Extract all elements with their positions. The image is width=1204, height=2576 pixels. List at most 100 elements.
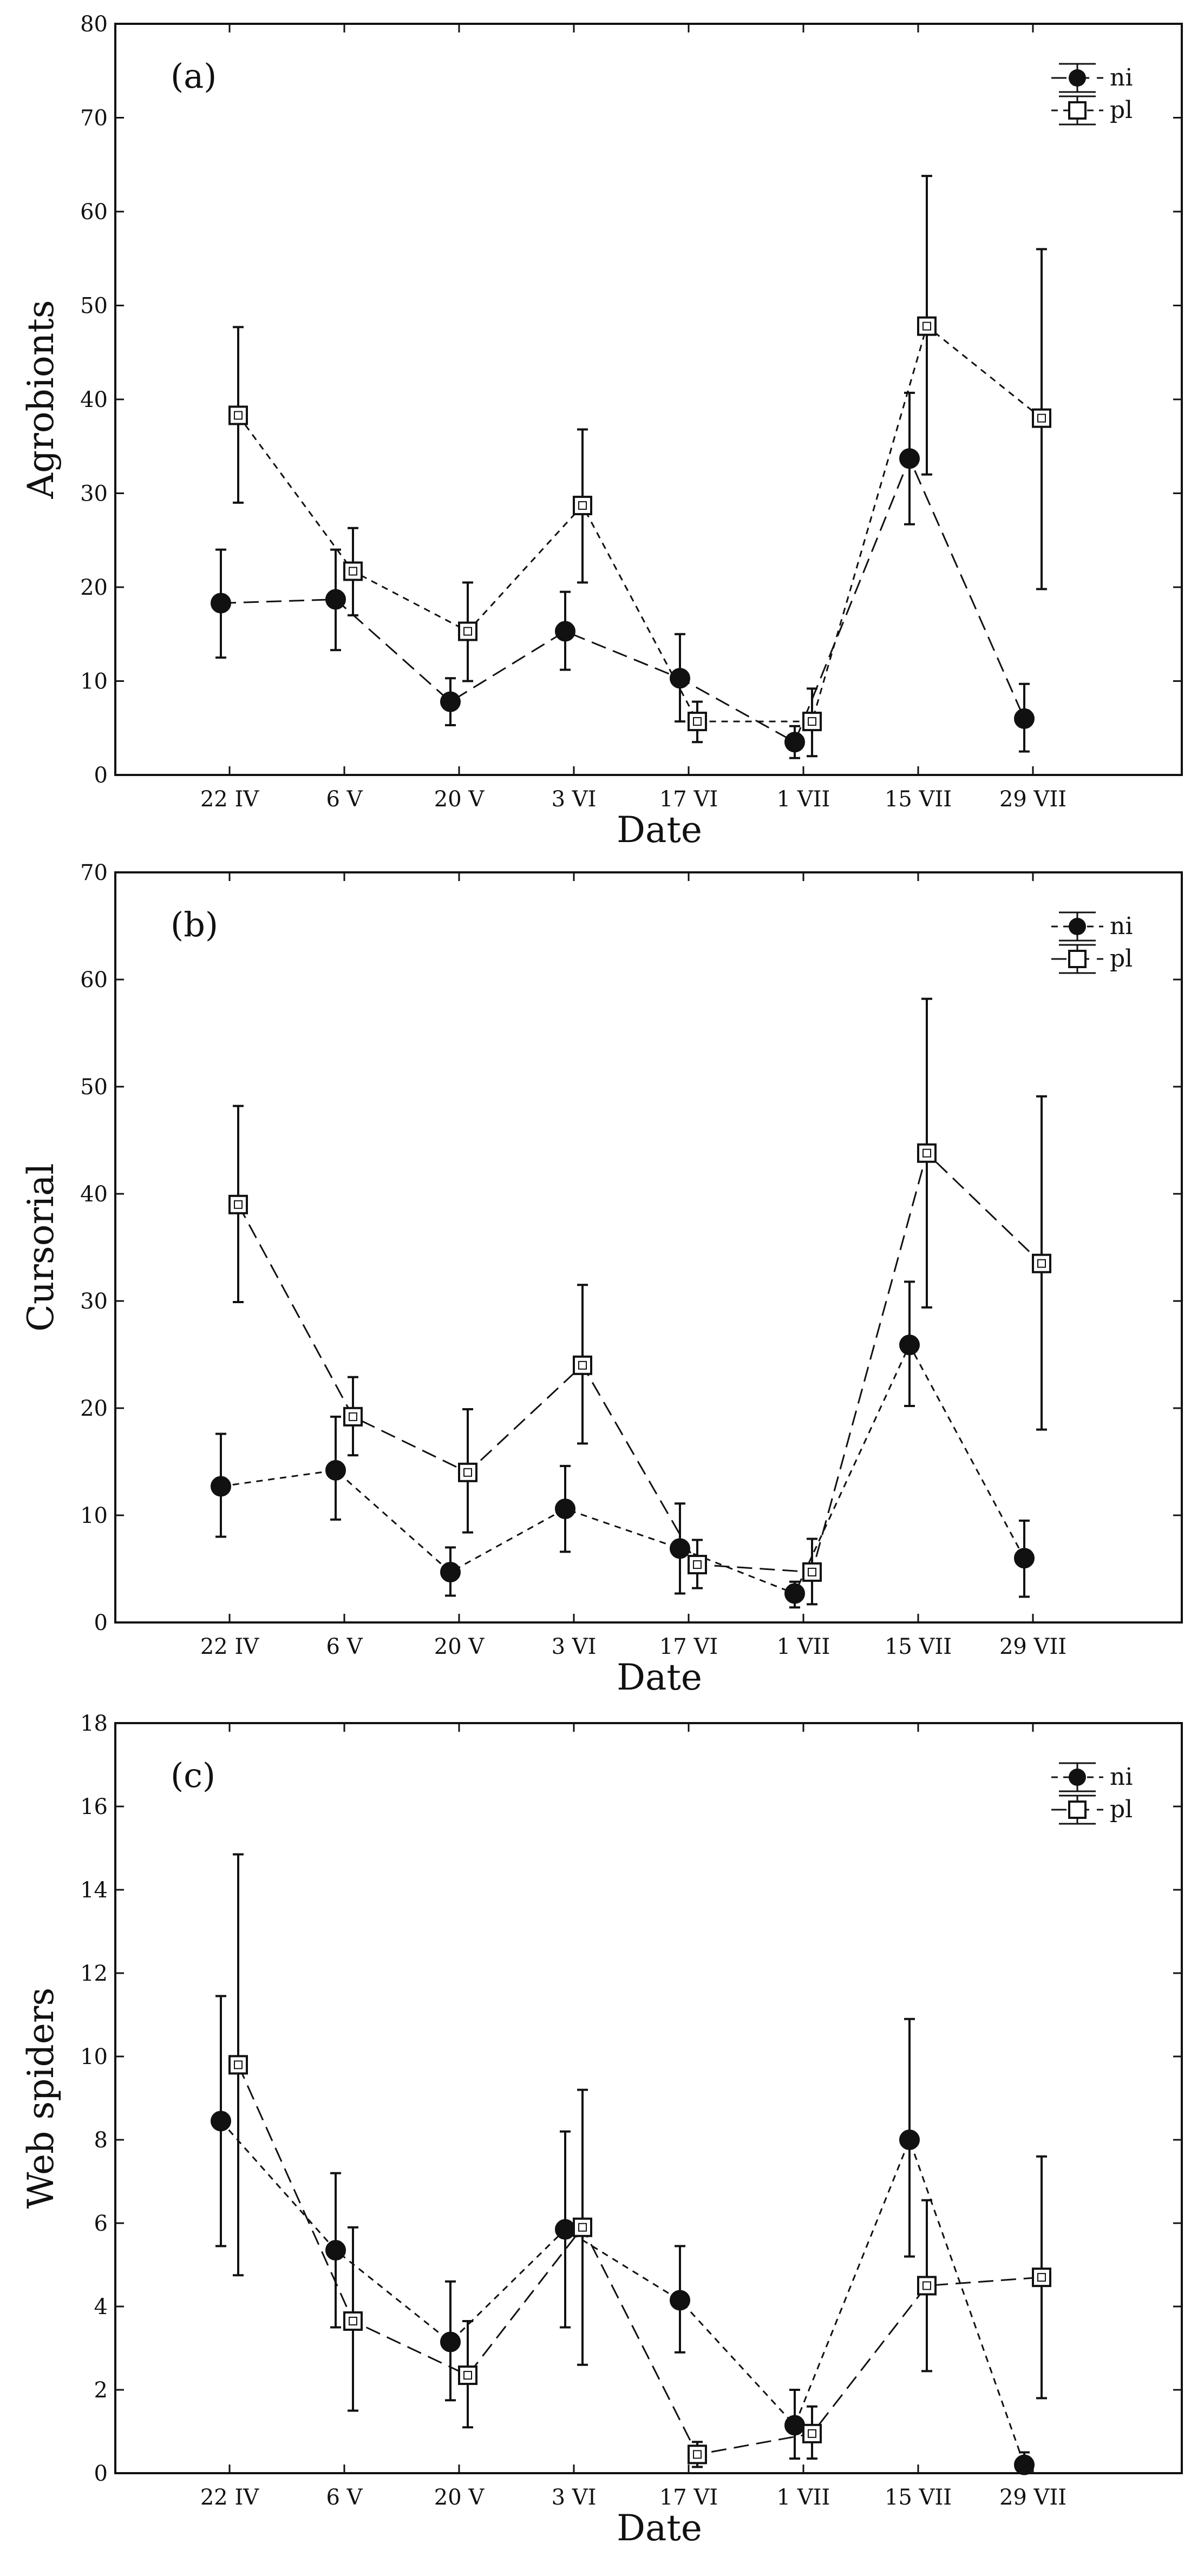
y-tick-label: 20 [80, 575, 108, 600]
data-point [917, 2276, 937, 2296]
data-point-inner [349, 1412, 357, 1421]
data-point [688, 1555, 707, 1575]
data-point [802, 2423, 822, 2443]
x-tick-label: 6 V [326, 2485, 363, 2510]
legend-marker [1069, 1769, 1086, 1786]
x-axis-title: Date [617, 1657, 702, 1698]
x-tick-label: 22 IV [200, 787, 259, 812]
x-tick-label: 20 V [434, 2485, 485, 2510]
y-axis-title: Cursorial [20, 1163, 62, 1331]
y-tick-label: 30 [80, 1289, 108, 1314]
series-line-ni [220, 456, 1025, 744]
series-ni [211, 1280, 1035, 1609]
legend-marker [1068, 1800, 1087, 1819]
x-tick-label: 22 IV [200, 1634, 259, 1659]
data-point [440, 2331, 461, 2352]
x-tick-label: 3 VI [552, 2485, 597, 2510]
data-point-inner [922, 2281, 931, 2290]
data-point [688, 2444, 707, 2465]
data-point [228, 1194, 248, 1214]
x-tick-label: 20 V [434, 1634, 485, 1659]
legend-label: pl [1110, 945, 1133, 972]
series-line-pl [237, 325, 1042, 722]
y-tick-label: 18 [80, 1711, 108, 1736]
data-point [555, 621, 575, 642]
panel-label: (c) [171, 1756, 215, 1795]
series-pl [228, 175, 1051, 758]
data-point-inner [234, 411, 243, 420]
data-point-inner [1037, 2273, 1046, 2282]
data-point [555, 2219, 575, 2240]
data-point [458, 621, 477, 641]
legend-marker [1069, 69, 1086, 87]
data-point [343, 1407, 363, 1427]
legend-entry-pl: pl [1051, 95, 1133, 126]
x-tick-label: 15 VII [885, 787, 952, 812]
plot-frame [114, 1722, 1183, 2474]
y-tick-label: 80 [80, 12, 108, 37]
series-ni [211, 1995, 1035, 2475]
series-pl [228, 1853, 1051, 2468]
y-tick-label: 0 [94, 1611, 108, 1635]
y-tick-label: 40 [80, 1182, 108, 1207]
legend-entry-ni: ni [1051, 1762, 1133, 1792]
data-point [1032, 2268, 1051, 2288]
y-tick-label: 10 [80, 669, 108, 694]
y-tick-label: 8 [94, 2128, 108, 2153]
data-point-inner [234, 2060, 243, 2069]
y-tick-label: 30 [80, 482, 108, 507]
plot-frame [114, 23, 1183, 776]
data-point [555, 1499, 575, 1520]
legend-marker [1068, 950, 1087, 968]
legend-entry-pl: pl [1051, 944, 1133, 974]
x-tick-label: 29 VII [999, 1634, 1066, 1659]
data-point [802, 712, 822, 732]
data-point-inner [578, 2223, 587, 2232]
x-tick-label: 1 VII [777, 787, 830, 812]
data-point-inner [463, 2371, 472, 2380]
data-point [1032, 408, 1051, 428]
data-point [573, 1355, 592, 1375]
data-point [1014, 1548, 1035, 1569]
x-tick-label: 15 VII [885, 1634, 952, 1659]
data-point [784, 1583, 805, 1604]
y-tick-label: 50 [80, 1075, 108, 1100]
data-point [1032, 1253, 1051, 1273]
legend-label: pl [1110, 96, 1133, 124]
x-tick-label: 17 VI [659, 1634, 718, 1659]
data-point-inner [234, 1200, 243, 1209]
data-point-inner [808, 717, 816, 726]
x-tick-label: 20 V [434, 787, 485, 812]
chart-panel-2: 0 10 20 30 40 50 60 70 22 IV 6 V 20 V 3 VI 17 VI 1 VI… [20, 860, 1183, 1698]
data-point [228, 405, 248, 425]
data-point [1014, 2454, 1035, 2475]
data-point [670, 2290, 690, 2311]
y-tick-label: 14 [80, 1878, 108, 1903]
data-point-inner [349, 2316, 357, 2325]
panel-label: (a) [171, 56, 217, 96]
legend-marker [1069, 918, 1086, 935]
data-point [1014, 708, 1035, 729]
data-point [325, 589, 346, 610]
y-tick-label: 70 [80, 106, 108, 131]
data-point [343, 561, 363, 581]
series-ni [211, 391, 1035, 759]
x-tick-label: 1 VII [777, 1634, 830, 1659]
y-tick-label: 50 [80, 294, 108, 319]
data-point [670, 668, 690, 689]
data-point-inner [808, 2429, 816, 2438]
x-axis-title: Date [617, 2507, 702, 2549]
x-tick-label: 1 VII [777, 2485, 830, 2510]
series-line-ni [220, 1343, 1025, 1595]
data-point [899, 1335, 920, 1356]
data-point [325, 2240, 346, 2261]
data-point [688, 712, 707, 732]
chart-panel-1: 0 10 20 30 40 50 60 70 80 22 IV 6 V 20 V 3 VI 17 VI 1 … [20, 12, 1183, 851]
legend-marker [1068, 101, 1087, 120]
data-point-inner [463, 1468, 472, 1477]
y-tick-label: 16 [80, 1795, 108, 1819]
series-line-pl [237, 1151, 1043, 1573]
x-tick-label: 3 VI [552, 787, 597, 812]
series-pl [228, 997, 1051, 1606]
data-point-inner [693, 2450, 702, 2459]
